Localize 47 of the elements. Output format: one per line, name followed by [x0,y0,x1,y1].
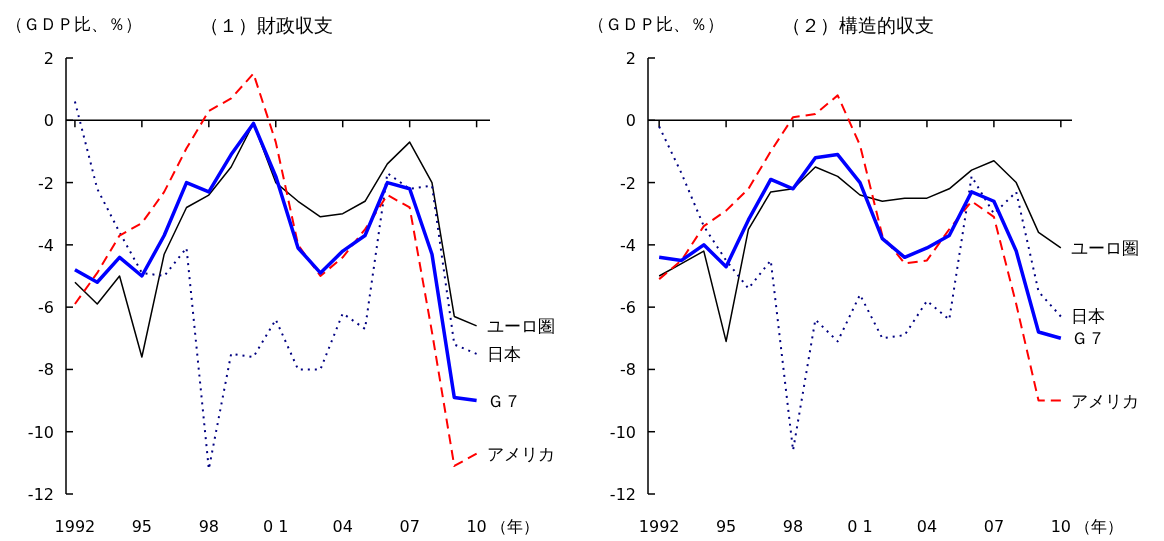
x-tick-label: 0 1 [847,517,873,536]
chart-title: （２）構造的収支 [782,14,934,36]
y-tick-label: -12 [27,485,54,504]
x-tick-label: 07 [983,517,1005,536]
y-tick-label: -10 [27,422,54,442]
y-axis-title: （ＧＤＰ比、％） [588,14,724,34]
line-series [73,121,479,403]
series-label: アメリカ [1070,390,1139,411]
y-tick-label: -6 [620,298,636,318]
x-tick-label: 98 [198,517,219,536]
series-label: アメリカ [486,443,555,464]
x-tick-label: 0 1 [263,517,289,536]
series-label: Ｇ７ [486,390,521,411]
y-tick-label: -6 [38,298,54,318]
x-axis-title: （年） [1074,517,1123,536]
series-label: 日本 [1070,306,1105,327]
y-tick-label: -10 [609,422,636,442]
y-tick-label: 0 [625,111,636,131]
y-tick-label: 0 [43,111,54,131]
series-label: 日本 [486,343,521,364]
x-tick-label: 98 [782,517,804,536]
line-series [658,94,1062,402]
x-tick-label: 04 [916,517,938,536]
y-tick-label: 2 [625,49,636,68]
x-tick-label: 07 [399,517,420,536]
x-tick-label: 95 [715,517,737,536]
chart-title: （１）財政収支 [200,14,333,36]
series-label: Ｇ７ [1070,328,1105,349]
y-tick-label: -4 [38,235,54,255]
y-tick-label: 2 [43,49,54,68]
y-tick-label: -8 [620,360,636,380]
y-tick-label: -8 [38,360,54,380]
x-tick-label: 10 [1050,517,1072,536]
y-tick-label: -12 [609,485,636,504]
x-tick-label: 1992 [638,517,680,536]
x-tick-label: 1992 [54,517,96,536]
series-label: ユーロ圏 [486,315,555,336]
x-tick-label: 04 [332,517,353,536]
x-tick-label: 10 [466,517,487,536]
y-axis-title: （ＧＤＰ比、％） [6,14,142,34]
line-series [658,125,1062,452]
series-label: ユーロ圏 [1070,237,1139,258]
x-axis-title: （年） [490,517,539,536]
x-tick-label: 95 [131,517,153,536]
y-tick-label: -2 [38,173,54,193]
y-tick-label: -2 [620,173,636,193]
y-tick-label: -4 [620,235,636,255]
